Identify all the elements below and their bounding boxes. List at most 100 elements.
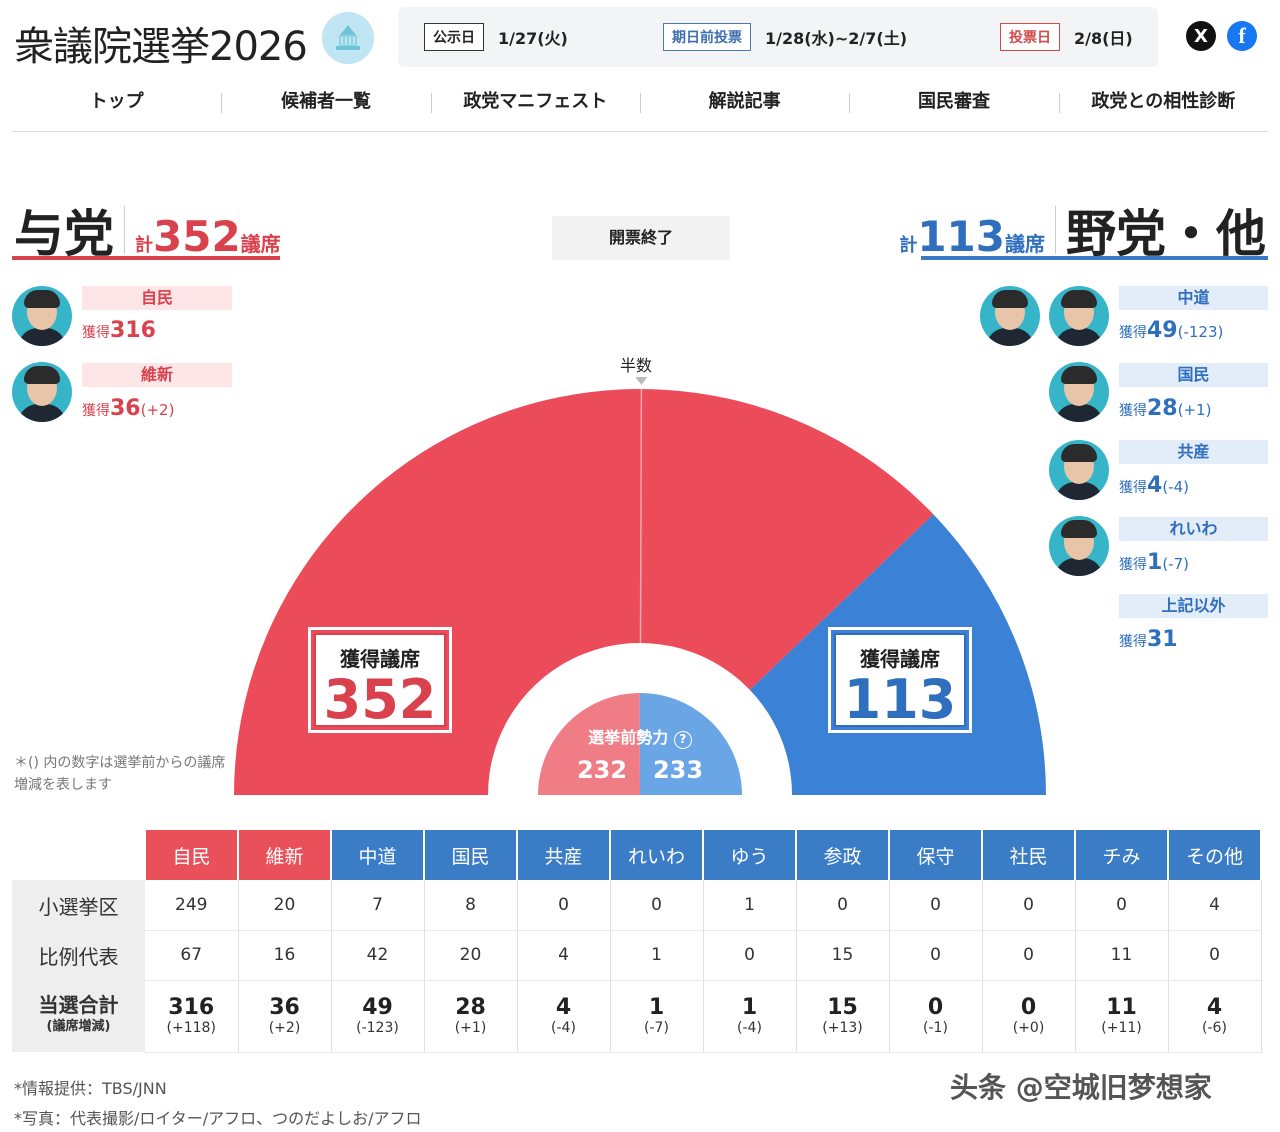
gain-diff: (-123) <box>1177 323 1224 341</box>
total-cell: 49 (-123) <box>331 980 425 1053</box>
ruling-seat-box: 獲得議席 352 <box>308 627 452 733</box>
nav-review[interactable]: 国民審査 <box>849 76 1058 131</box>
date-value: 1/28(水)~2/7(土) <box>765 29 908 48</box>
majority-marker-icon <box>635 377 648 386</box>
total-seats: 4 <box>1206 995 1223 1020</box>
total-seats: 36 <box>269 995 300 1020</box>
total-seats: 11 <box>1106 995 1137 1020</box>
avatar <box>980 286 1040 346</box>
date-tag: 投票日 <box>1000 23 1060 51</box>
gain-label: 獲得 <box>1119 325 1147 341</box>
column-header: その他 <box>1168 830 1262 880</box>
pre-election-text: 選挙前勢力 <box>588 728 669 747</box>
column-header: 維新 <box>238 830 332 880</box>
pre-election-ruling: 232 <box>576 756 628 784</box>
ruling-unit: 議席 <box>240 232 281 256</box>
date-tag: 期日前投票 <box>663 23 751 51</box>
total-seats: 4 <box>555 995 572 1020</box>
total-diff: (+118) <box>166 1020 216 1036</box>
total-diff: (-7) <box>644 1020 669 1036</box>
nav-top[interactable]: トップ <box>89 91 144 112</box>
gain-label: 獲得 <box>1119 557 1147 573</box>
total-diff: (+1) <box>454 1020 487 1036</box>
site-title[interactable]: 衆議院選挙2026 <box>14 24 308 70</box>
credit-line: *情報提供：TBS/JNN <box>14 1079 167 1098</box>
results-table: 自民 維新 中道 国民 共産 れいわ ゆう 参政 保守 社民 チみ その他 小選挙区 249 20 7 8 0 0… <box>12 830 1262 1053</box>
column-header: ゆう <box>703 830 797 880</box>
party-name: れいわ <box>1119 517 1268 541</box>
party-gain: 獲得 31 <box>1119 627 1178 652</box>
total-seats: 1 <box>648 995 665 1020</box>
majority-label: 半数 <box>620 356 653 375</box>
nav-manifesto[interactable]: 政党マニフェスト <box>430 76 640 131</box>
table-cell: 0 <box>889 930 983 981</box>
table-cell: 4 <box>1168 880 1262 931</box>
table-cell: 67 <box>145 930 239 981</box>
table-cell: 0 <box>610 880 704 931</box>
main-nav: トップ 候補者一覧 政党マニフェスト 解説記事 国民審査 政党との相性診断 <box>12 76 1268 132</box>
table-cell: 20 <box>424 930 518 981</box>
total-cell: 11 (+11) <box>1075 980 1169 1053</box>
x-share-icon[interactable]: X <box>1186 21 1216 51</box>
total-cell: 36 (+2) <box>238 980 332 1053</box>
seat-box-label: 獲得議席 <box>340 647 420 671</box>
total-cell: 316 (+118) <box>145 980 239 1053</box>
total-cell: 1 (-4) <box>703 980 797 1053</box>
table-cell: 0 <box>796 880 890 931</box>
avatar <box>1049 362 1109 422</box>
party-name: 国民 <box>1119 363 1268 387</box>
ruling-underline <box>12 256 280 260</box>
total-seats: 1 <box>741 995 758 1020</box>
opposition-total: 計 113 議席 野党・他 <box>899 194 1266 266</box>
gain-label: 獲得 <box>82 403 110 419</box>
total-label: 当選合計 <box>38 993 119 1017</box>
party-gain: 獲得 49 (-123) <box>1119 318 1223 343</box>
table-row: 比例代表 67 16 42 20 4 1 0 15 0 0 11 0 <box>12 930 1262 981</box>
total-diff: (-6) <box>1202 1020 1227 1036</box>
pre-election-label: 選挙前勢力 ? <box>576 724 704 749</box>
seat-hemicycle-chart <box>234 377 1046 795</box>
gain-diff: (-7) <box>1162 555 1189 573</box>
table-cell: 0 <box>1075 880 1169 931</box>
count-status: 開票終了 <box>552 216 730 260</box>
column-header: 社民 <box>982 830 1076 880</box>
opposition-kei: 計 <box>899 235 918 256</box>
column-header: 自民 <box>145 830 239 880</box>
table-cell: 15 <box>796 930 890 981</box>
column-header: 中道 <box>331 830 425 880</box>
gain-diff: (+1) <box>1177 401 1212 419</box>
total-seats: 316 <box>168 995 215 1020</box>
total-cell: 0 (-1) <box>889 980 983 1053</box>
gain-label: 獲得 <box>1119 634 1147 650</box>
total-seats: 15 <box>827 995 858 1020</box>
date-kouji: 公示日 1/27(火) <box>424 23 568 51</box>
column-header: 保守 <box>889 830 983 880</box>
date-early-voting: 期日前投票 1/28(水)~2/7(土) <box>663 23 907 51</box>
table-cell: 4 <box>517 930 611 981</box>
party-name: 共産 <box>1119 440 1268 464</box>
gain-label: 獲得 <box>82 325 110 341</box>
table-cell: 7 <box>331 880 425 931</box>
total-row-label: 当選合計 (議席増減) <box>12 980 145 1052</box>
table-cell: 20 <box>238 880 332 931</box>
help-icon[interactable]: ? <box>673 731 692 749</box>
total-diff: (+2) <box>268 1020 301 1036</box>
party-gain: 獲得 36 (+2) <box>82 396 174 421</box>
opposition-underline <box>921 256 1268 260</box>
gain-seats: 31 <box>1147 627 1178 652</box>
total-seats: 49 <box>362 995 393 1020</box>
date-value: 1/27(火) <box>498 29 568 48</box>
gain-seats: 1 <box>1147 550 1163 575</box>
ruling-label: 与党 <box>14 205 114 263</box>
opposition-label: 野党・他 <box>1066 205 1266 263</box>
table-cell: 0 <box>889 880 983 931</box>
table-cell: 0 <box>703 930 797 981</box>
nav-candidates[interactable]: 候補者一覧 <box>221 76 430 131</box>
gain-label: 獲得 <box>1119 480 1147 496</box>
seat-box-label: 獲得議席 <box>860 647 940 671</box>
nav-articles[interactable]: 解説記事 <box>639 76 849 131</box>
date-tag: 公示日 <box>424 23 484 51</box>
total-diff: (-4) <box>737 1020 762 1036</box>
nav-matching[interactable]: 政党との相性診断 <box>1058 76 1268 131</box>
facebook-share-icon[interactable]: f <box>1227 21 1257 51</box>
